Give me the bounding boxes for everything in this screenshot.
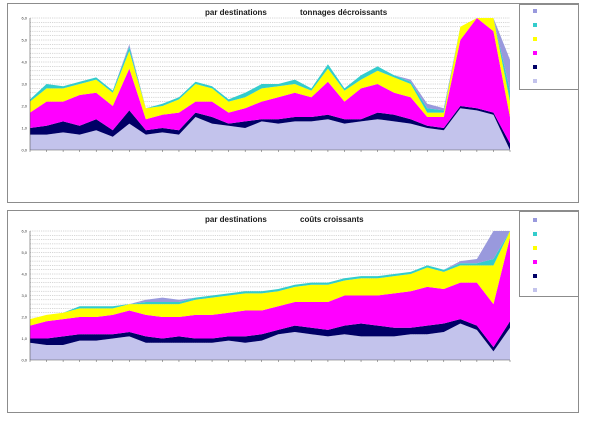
legend-key-6 — [533, 79, 537, 83]
y-tick-label: 5,0 — [21, 38, 27, 43]
legend-key-1 — [533, 218, 537, 222]
legend-key-6 — [533, 288, 537, 292]
area-series-3 — [30, 237, 510, 348]
y-tick-label: 6,0 — [21, 16, 27, 21]
chart-title-right: tonnages décroissants — [300, 8, 388, 17]
legend-key-2 — [533, 23, 537, 27]
y-tick-label: 4,0 — [21, 272, 27, 277]
area-series-4 — [30, 231, 510, 326]
area-series-4 — [30, 18, 510, 120]
legend-key-1 — [533, 9, 537, 13]
area-chart-plot: 0,0 1,0 2,0 3,0 4,0 5,0 6,0 — [21, 16, 511, 153]
y-tick-label: 6,0 — [21, 229, 27, 234]
chart-title-left: par destinations — [205, 8, 267, 17]
y-tick-label: 0,0 — [21, 148, 27, 153]
area-chart-plot: 0,0 1,0 2,0 3,0 4,0 5,0 6,0 — [21, 229, 511, 363]
legend-key-5 — [533, 274, 537, 278]
chart-title-left: par destinations — [205, 215, 267, 224]
area-series-1 — [30, 323, 510, 360]
area-series-2 — [30, 319, 510, 352]
y-tick-label: 3,0 — [21, 82, 27, 87]
legend-key-4 — [533, 260, 537, 264]
legend-key-4 — [533, 51, 537, 55]
y-tick-label: 2,0 — [21, 315, 27, 320]
chart-legend — [519, 211, 579, 297]
y-tick-label: 2,0 — [21, 104, 27, 109]
area-series-3 — [30, 18, 510, 144]
y-tick-label: 3,0 — [21, 293, 27, 298]
legend-key-3 — [533, 37, 537, 41]
y-tick-label: 1,0 — [21, 336, 27, 341]
area-series-2 — [30, 106, 510, 150]
chart-legend — [519, 4, 579, 90]
chart-panel-top: par destinations tonnages décroissants 0… — [7, 3, 579, 203]
legend-key-3 — [533, 246, 537, 250]
y-tick-label: 0,0 — [21, 358, 27, 363]
legend-key-2 — [533, 232, 537, 236]
y-tick-label: 4,0 — [21, 60, 27, 65]
area-series-1 — [30, 108, 510, 150]
y-tick-label: 1,0 — [21, 126, 27, 131]
chart-title-right: coûts croissants — [300, 215, 364, 224]
chart-panel-bottom: par destinations coûts croissants 0,0 1,0… — [7, 210, 579, 413]
y-tick-label: 5,0 — [21, 250, 27, 255]
legend-key-5 — [533, 65, 537, 69]
